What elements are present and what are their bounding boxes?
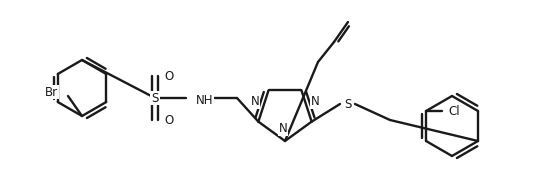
Text: S: S xyxy=(151,92,158,105)
Text: O: O xyxy=(164,113,173,126)
Text: Br: Br xyxy=(45,86,58,99)
Text: O: O xyxy=(164,70,173,83)
Text: N: N xyxy=(279,122,288,135)
Text: N: N xyxy=(251,95,259,108)
Text: S: S xyxy=(345,97,352,110)
Text: Cl: Cl xyxy=(448,105,460,118)
Text: NH: NH xyxy=(196,94,213,107)
Text: N: N xyxy=(310,95,319,108)
